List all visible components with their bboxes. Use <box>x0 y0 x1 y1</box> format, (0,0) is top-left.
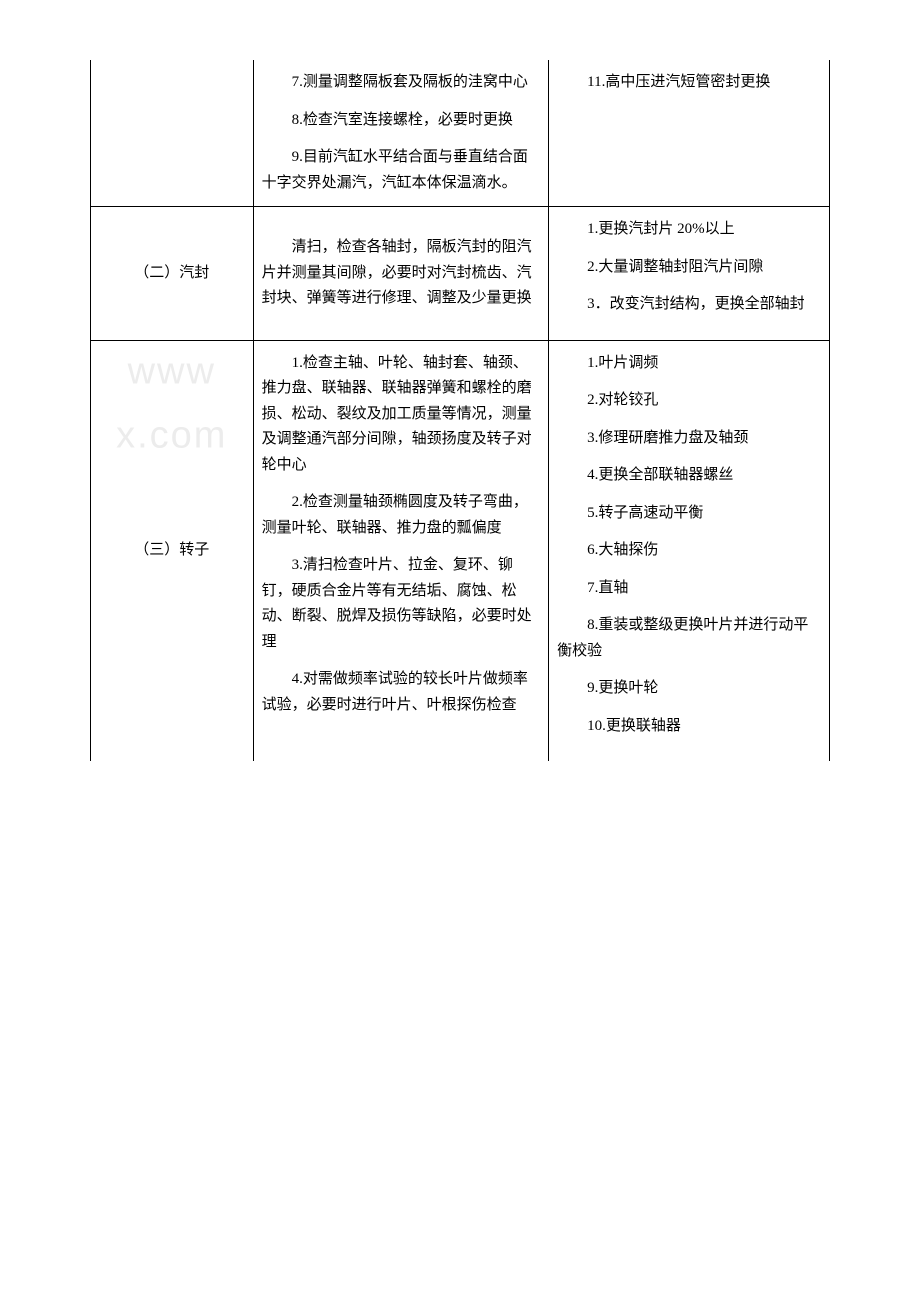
item-text: 10.更换联轴器 <box>557 714 821 740</box>
item-text: 4.更换全部联轴器螺丝 <box>557 463 821 489</box>
cell-standard-items: 7.测量调整隔板套及隔板的洼窝中心 8.检查汽室连接螺栓，必要时更换 9.目前汽… <box>253 60 549 207</box>
category-label: （三）转子 <box>134 542 209 558</box>
cell-special-items: 1.叶片调频 2.对轮铰孔 3.修理研磨推力盘及轴颈 4.更换全部联轴器螺丝 5… <box>549 340 830 761</box>
table-row: www x.com （三）转子 1.检查主轴、叶轮、轴封套、轴颈、推力盘、联轴器… <box>91 340 830 761</box>
item-text: 1.更换汽封片 20%以上 <box>557 217 821 243</box>
item-text: 3．改变汽封结构，更换全部轴封 <box>557 292 821 318</box>
cell-standard-items: 1.检查主轴、叶轮、轴封套、轴颈、推力盘、联轴器、联轴器弹簧和螺栓的磨损、松动、… <box>253 340 549 761</box>
watermark-text: www x.com <box>116 339 227 468</box>
maintenance-table: 7.测量调整隔板套及隔板的洼窝中心 8.检查汽室连接螺栓，必要时更换 9.目前汽… <box>90 60 830 761</box>
item-text: 1.叶片调频 <box>557 351 821 377</box>
category-label: （二）汽封 <box>134 265 209 281</box>
cell-special-items: 11.高中压进汽短管密封更换 <box>549 60 830 207</box>
item-text: 9.更换叶轮 <box>557 676 821 702</box>
cell-category: （二）汽封 <box>91 207 254 341</box>
item-text: 清扫，检查各轴封，隔板汽封的阻汽片并测量其间隙，必要时对汽封梳齿、汽封块、弹簧等… <box>262 235 541 312</box>
document-container: 7.测量调整隔板套及隔板的洼窝中心 8.检查汽室连接螺栓，必要时更换 9.目前汽… <box>90 60 830 761</box>
item-text: 4.对需做频率试验的较长叶片做频率试验，必要时进行叶片、叶根探伤检查 <box>262 667 541 718</box>
item-text: 9.目前汽缸水平结合面与垂直结合面十字交界处漏汽，汽缸本体保温滴水。 <box>262 145 541 196</box>
item-text: 3.修理研磨推力盘及轴颈 <box>557 426 821 452</box>
item-text: 8.重装或整级更换叶片并进行动平衡校验 <box>557 613 821 664</box>
cell-category <box>91 60 254 207</box>
item-text: 11.高中压进汽短管密封更换 <box>557 70 821 96</box>
item-text: 2.对轮铰孔 <box>557 388 821 414</box>
item-text: 7.直轴 <box>557 576 821 602</box>
table-row: （二）汽封 清扫，检查各轴封，隔板汽封的阻汽片并测量其间隙，必要时对汽封梳齿、汽… <box>91 207 830 341</box>
item-text: 3.清扫检查叶片、拉金、复环、铆钉，硬质合金片等有无结垢、腐蚀、松动、断裂、脱焊… <box>262 553 541 655</box>
item-text: 1.检查主轴、叶轮、轴封套、轴颈、推力盘、联轴器、联轴器弹簧和螺栓的磨损、松动、… <box>262 351 541 479</box>
item-text: 7.测量调整隔板套及隔板的洼窝中心 <box>262 70 541 96</box>
cell-special-items: 1.更换汽封片 20%以上 2.大量调整轴封阻汽片间隙 3．改变汽封结构，更换全… <box>549 207 830 341</box>
cell-category: www x.com （三）转子 <box>91 340 254 761</box>
item-text: 2.大量调整轴封阻汽片间隙 <box>557 255 821 281</box>
cell-standard-items: 清扫，检查各轴封，隔板汽封的阻汽片并测量其间隙，必要时对汽封梳齿、汽封块、弹簧等… <box>253 207 549 341</box>
item-text: 6.大轴探伤 <box>557 538 821 564</box>
item-text: 8.检查汽室连接螺栓，必要时更换 <box>262 108 541 134</box>
item-text: 5.转子高速动平衡 <box>557 501 821 527</box>
item-text: 2.检查测量轴颈椭圆度及转子弯曲，测量叶轮、联轴器、推力盘的瓢偏度 <box>262 490 541 541</box>
table-row: 7.测量调整隔板套及隔板的洼窝中心 8.检查汽室连接螺栓，必要时更换 9.目前汽… <box>91 60 830 207</box>
